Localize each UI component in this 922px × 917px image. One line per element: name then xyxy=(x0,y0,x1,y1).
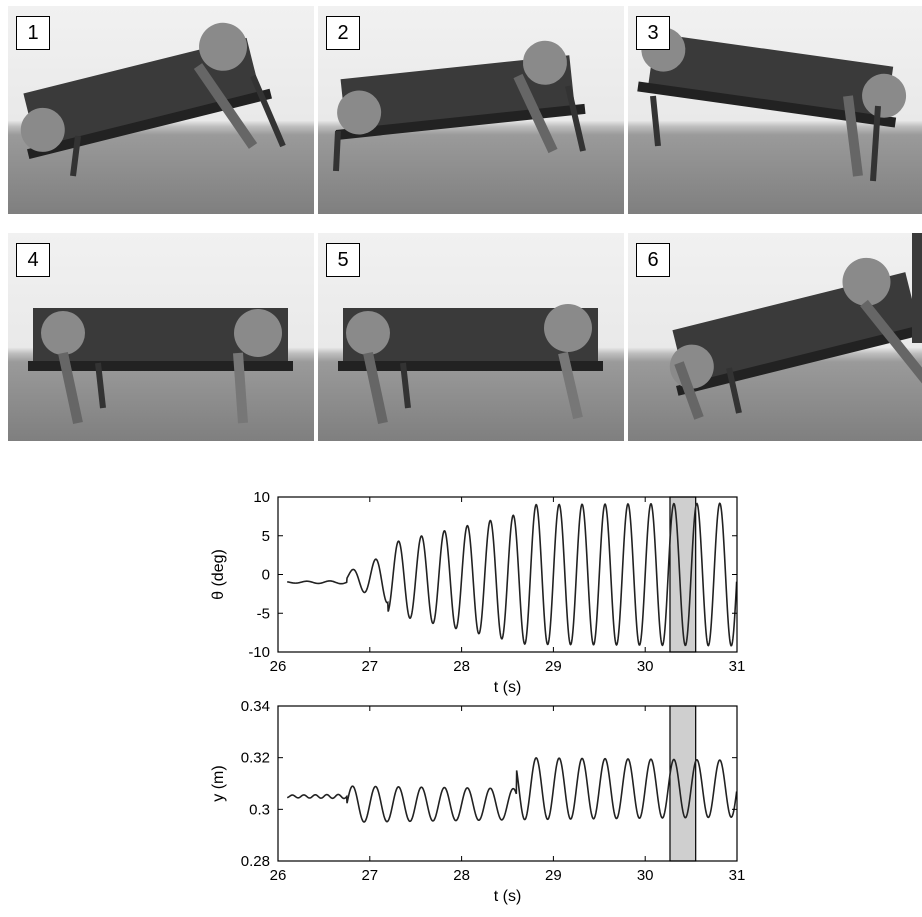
x-tick-label: 31 xyxy=(729,867,746,884)
frame-number: 2 xyxy=(326,16,360,50)
x-tick-label: 29 xyxy=(545,658,562,675)
frame-number: 3 xyxy=(636,16,670,50)
theta-chart: 26 27 28 29 30 31 -10 -5 0 5 10 t (s) θ (deg) xyxy=(210,489,745,696)
y-tick-label: 0.34 xyxy=(241,698,270,715)
robot-image xyxy=(20,22,286,177)
robot-image xyxy=(28,308,293,425)
y-tick-label: -10 xyxy=(248,644,270,661)
y-axis-label: θ (deg) xyxy=(210,549,227,600)
frame-number: 4 xyxy=(16,243,50,277)
x-tick-label: 27 xyxy=(361,867,378,884)
y-tick-label: -5 xyxy=(257,605,270,622)
x-tick-label: 27 xyxy=(361,658,378,675)
frame-number: 6 xyxy=(636,243,670,277)
photo-frame-3: 3 xyxy=(628,6,922,214)
x-tick-label: 26 xyxy=(270,867,287,884)
y-tick-label: 0.3 xyxy=(249,801,270,818)
y-tick-label: 0 xyxy=(262,567,270,584)
frame-number: 5 xyxy=(326,243,360,277)
photo-frame-5: 5 xyxy=(318,233,624,441)
x-tick-label: 28 xyxy=(453,867,470,884)
robot-image xyxy=(669,233,922,420)
x-tick-label: 30 xyxy=(637,867,654,884)
photo-frame-2: 2 xyxy=(318,6,624,214)
series-line xyxy=(287,502,738,647)
photo-frame-4: 4 xyxy=(8,233,314,441)
x-axis-label: t (s) xyxy=(494,888,522,905)
x-axis-label: t (s) xyxy=(494,679,522,696)
x-tick-label: 30 xyxy=(637,658,654,675)
y-tick-label: 5 xyxy=(262,528,270,545)
robot-image xyxy=(338,304,603,425)
photo-frame-6: 6 xyxy=(628,233,922,441)
x-tick-label: 31 xyxy=(729,658,746,675)
x-tick-label: 29 xyxy=(545,867,562,884)
axes-frame xyxy=(277,705,738,862)
x-tick-label: 28 xyxy=(453,658,470,675)
x-tick-label: 26 xyxy=(270,658,287,675)
robot-image xyxy=(333,40,586,172)
y-tick-label: 0.32 xyxy=(241,750,270,767)
frame-number: 1 xyxy=(16,16,50,50)
robot-image xyxy=(637,27,907,182)
photo-frame-1: 1 xyxy=(8,6,314,214)
y-tick-label: 10 xyxy=(253,489,270,506)
series-line xyxy=(286,757,738,823)
height-chart: 26 27 28 29 30 31 0.28 0.3 0.32 0.34 t (s) y (m) xyxy=(210,698,745,905)
y-tick-label: 0.28 xyxy=(241,853,270,870)
y-axis-label: y (m) xyxy=(210,765,227,801)
